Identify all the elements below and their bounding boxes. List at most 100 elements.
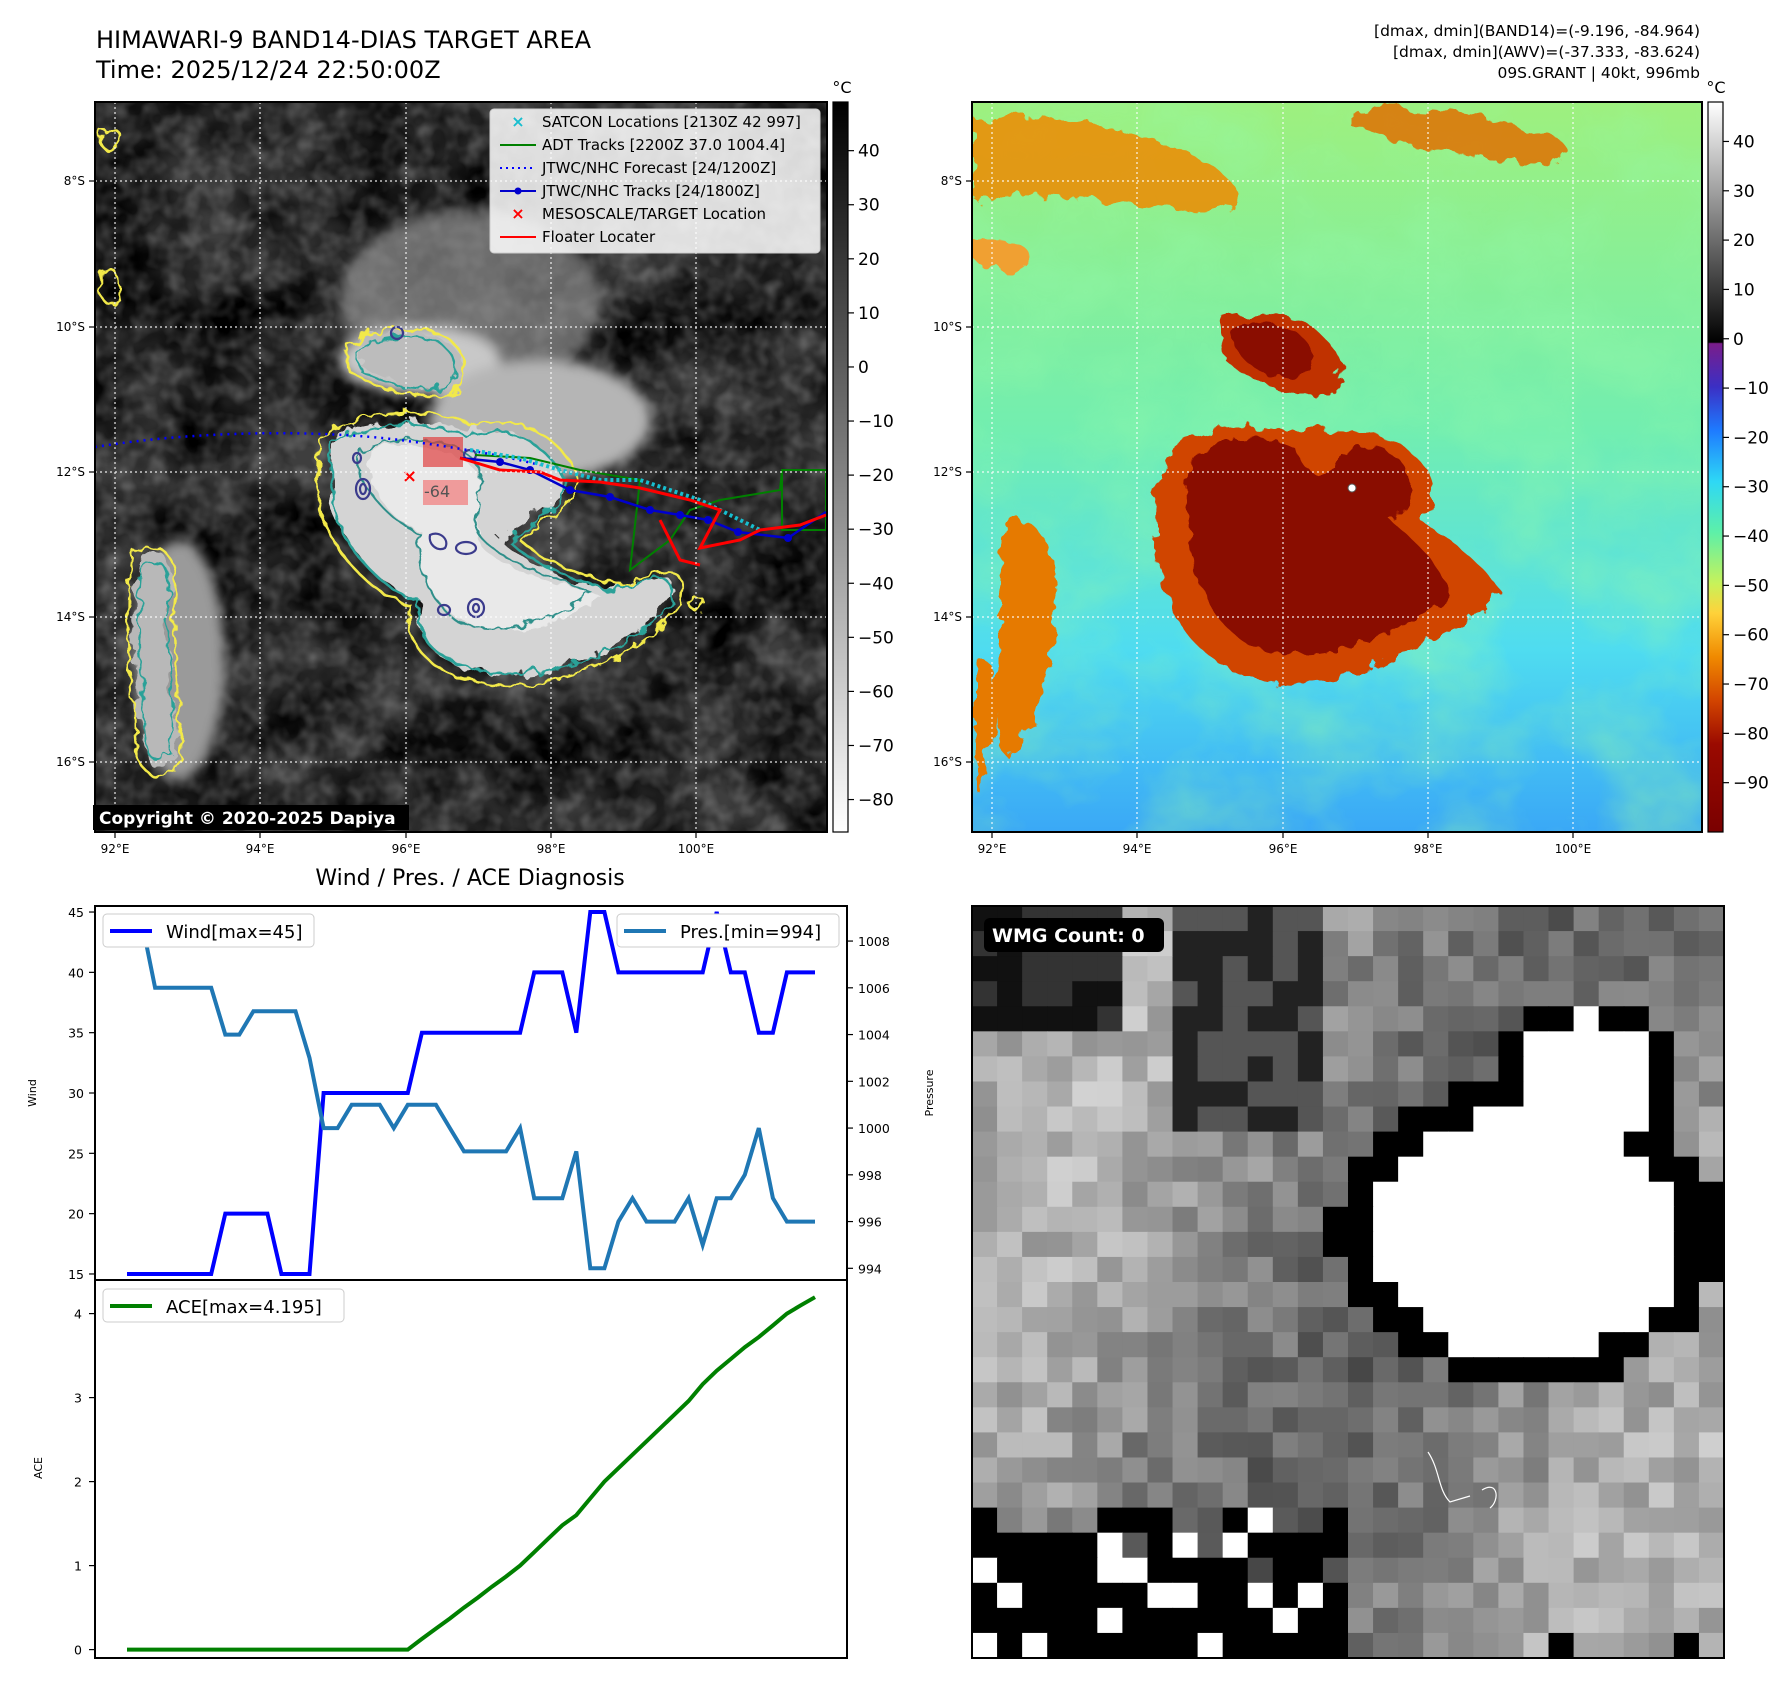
target-location-marker: ×	[402, 466, 417, 487]
wmg-count-label: WMG Count: 0	[992, 925, 1145, 947]
enhanced-map-axis-ticks: 8°S 10°S 12°S 14°S 16°S 92°E 94°E 96°E 98°E 100°E	[933, 174, 1591, 856]
legend-label: SATCON Locations [2130Z 42 997]	[542, 113, 801, 131]
lon-tick-label: 94°E	[1123, 842, 1152, 856]
colorbar-tick-label: −10	[1733, 379, 1769, 399]
color-colorbar-unit: °C	[1706, 78, 1725, 97]
legend-label: MESOSCALE/TARGET Location	[542, 205, 766, 223]
contour-label: -64	[424, 482, 450, 501]
colorbar-tick-label: −40	[858, 574, 894, 594]
lat-tick-label: 16°S	[56, 755, 85, 769]
wind-tick-label: 15	[68, 1267, 84, 1282]
pressure-tick-label: 1004	[858, 1028, 890, 1043]
chart-title-line2: Time: 2025/12/24 22:50:00Z	[96, 56, 441, 84]
legend-label: ADT Tracks [2200Z 37.0 1004.4]	[542, 136, 785, 154]
colorbar-tick-label: −30	[858, 520, 894, 540]
colorbar-tick-label: −40	[1733, 527, 1769, 547]
pressure-tick-label: 1006	[858, 981, 890, 996]
diagnosis-title: Wind / Pres. / ACE Diagnosis	[315, 866, 624, 891]
lon-tick-label: 100°E	[678, 842, 715, 856]
info-line3: 09S.GRANT | 40kt, 996mb	[1497, 64, 1700, 82]
pressure-tick-label: 996	[858, 1215, 882, 1230]
colorbar-tick-label: 40	[1733, 132, 1755, 152]
wind-tick-label: 35	[68, 1026, 84, 1041]
ace-chart: 0 1 2 3 4 ACE[max=4.195] ACE	[32, 1279, 848, 1659]
wind-pressure-chart: 15 20 25 30 35 40 45 994 996 998 1000 1002 1004 1006 1…	[26, 905, 936, 1282]
colorbar-tick-label: −30	[1733, 478, 1769, 498]
wind-axis-label: Wind	[26, 1079, 39, 1107]
ace-legend: ACE[max=4.195]	[102, 1288, 345, 1323]
colorbar-tick-label: 10	[858, 304, 880, 324]
ace-tick-label: 3	[74, 1391, 82, 1406]
map-legend: × SATCON Locations [2130Z 42 997] ADT Trac…	[489, 108, 821, 254]
lat-tick-label: 10°S	[933, 320, 962, 334]
colorbar-tick-label: −20	[858, 466, 894, 486]
jtwc-forecast-line	[95, 431, 541, 467]
copyright-text: Copyright © 2020-2025 Dapiya	[99, 809, 396, 829]
pressure-series-line	[127, 915, 815, 1271]
gray-colorbar-ticks: 40 30 20 10 0 −10 −20 −30 −40 −50 −60 −70 −80	[848, 142, 894, 811]
enhanced-map-panel	[971, 101, 1703, 833]
lat-tick-label: 10°S	[56, 320, 85, 334]
wind-series-line	[127, 910, 815, 1276]
lon-tick-label: 98°E	[1414, 842, 1443, 856]
wind-legend-label: Wind[max=45]	[166, 922, 303, 943]
lon-tick-label: 94°E	[246, 842, 275, 856]
legend-label: JTWC/NHC Forecast [24/1200Z]	[541, 159, 776, 177]
colorbar-tick-label: −50	[858, 628, 894, 648]
pressure-axis-label: Pressure	[923, 1069, 936, 1116]
colorbar-tick-label: −70	[1733, 675, 1769, 695]
gray-colorbar-unit: °C	[832, 78, 851, 97]
wind-tick-label: 45	[68, 905, 84, 920]
wind-tick-label: 30	[68, 1086, 84, 1101]
lon-tick-label: 98°E	[537, 842, 566, 856]
ir-map-axis-ticks: 8°S 10°S 12°S 14°S 16°S 92°E 94°E 96°E 98°E 100°E	[56, 174, 714, 856]
ace-tick-label: 4	[74, 1307, 82, 1322]
colorbar-tick-label: 40	[858, 142, 880, 162]
colorbar-tick-label: −70	[858, 736, 894, 756]
pressure-tick-label: 994	[858, 1261, 882, 1276]
colorbar-tick-label: 30	[1733, 182, 1755, 202]
colorbar-tick-label: 0	[1733, 330, 1744, 350]
wmg-panel: WMG Count: 0	[971, 905, 1725, 1659]
colorbar-tick-label: 10	[1733, 280, 1755, 300]
color-colorbar	[1707, 101, 1724, 833]
colorbar-tick-label: −50	[1733, 576, 1769, 596]
wind-legend: Wind[max=45]	[102, 913, 315, 948]
lon-tick-label: 100°E	[1555, 842, 1592, 856]
info-line2: [dmax, dmin](AWV)=(-37.333, -83.624)	[1393, 43, 1700, 61]
ace-tick-label: 2	[74, 1475, 82, 1490]
colorbar-tick-label: 20	[858, 250, 880, 270]
chart-title-line1: HIMAWARI-9 BAND14-DIAS TARGET AREA	[96, 26, 592, 54]
lat-tick-label: 12°S	[933, 465, 962, 479]
pressure-tick-label: 1008	[858, 934, 890, 949]
lat-tick-label: 8°S	[64, 174, 85, 188]
lon-tick-label: 96°E	[1269, 842, 1298, 856]
lon-tick-label: 96°E	[392, 842, 421, 856]
colorbar-tick-label: −60	[1733, 626, 1769, 646]
colorbar-tick-label: −60	[858, 682, 894, 702]
color-colorbar-ticks: 40 30 20 10 0 −10 −20 −30 −40 −50 −60 −70 −80 −90	[1723, 132, 1769, 794]
pressure-tick-label: 1000	[858, 1121, 890, 1136]
lat-tick-label: 8°S	[941, 174, 962, 188]
lat-tick-label: 12°S	[56, 465, 85, 479]
legend-marker: ×	[511, 204, 524, 223]
wind-tick-label: 40	[68, 965, 84, 980]
colorbar-tick-label: −20	[1733, 428, 1769, 448]
colorbar-tick-label: 30	[858, 196, 880, 216]
colorbar-tick-label: 0	[858, 358, 869, 378]
wind-tick-label: 25	[68, 1146, 84, 1161]
colorbar-tick-label: −80	[1733, 724, 1769, 744]
legend-marker: ×	[511, 112, 524, 131]
colorbar-tick-label: 20	[1733, 231, 1755, 251]
lon-tick-label: 92°E	[101, 842, 130, 856]
legend-label: Floater Locater	[542, 228, 656, 246]
pressure-tick-label: 1002	[858, 1074, 890, 1089]
ir-map-panel: -64 × Copyright © 2020-2025 Dapiya	[93, 101, 828, 833]
ace-series-line	[127, 1295, 816, 1652]
colorbar-tick-label: −10	[858, 412, 894, 432]
colorbar-tick-label: −80	[858, 791, 894, 811]
ace-legend-label: ACE[max=4.195]	[166, 1297, 322, 1318]
legend-label: JTWC/NHC Tracks [24/1800Z]	[541, 182, 760, 200]
colorbar-tick-label: −90	[1733, 774, 1769, 794]
